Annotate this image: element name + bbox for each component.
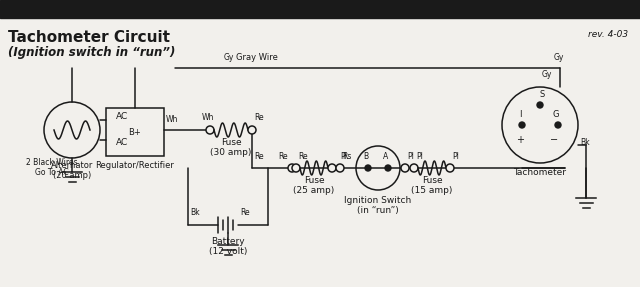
Text: Fuse
(30 amp): Fuse (30 amp) (211, 138, 252, 157)
Text: Gy: Gy (224, 53, 234, 62)
Circle shape (206, 126, 214, 134)
Text: Regulator/Rectifier: Regulator/Rectifier (95, 161, 175, 170)
Text: Gray Wire: Gray Wire (236, 53, 278, 62)
Text: 2 Black Wires
Go To AC: 2 Black Wires Go To AC (26, 158, 78, 177)
Text: B+: B+ (128, 128, 141, 137)
Bar (0, 0, 640, 18)
Text: (Ignition switch in “run”): (Ignition switch in “run”) (8, 46, 175, 59)
Circle shape (292, 164, 300, 172)
Circle shape (385, 165, 391, 171)
Text: S: S (540, 90, 545, 99)
Text: rev. 4-03: rev. 4-03 (588, 30, 628, 39)
Text: −: − (550, 135, 558, 145)
Text: Bk: Bk (190, 208, 200, 217)
Text: Re: Re (278, 152, 287, 161)
Circle shape (336, 164, 344, 172)
Text: Tachometer: Tachometer (513, 168, 566, 177)
Circle shape (288, 164, 296, 172)
Text: Gy: Gy (554, 53, 564, 62)
Text: Pl: Pl (416, 152, 423, 161)
Text: Gy: Gy (542, 70, 552, 79)
Circle shape (555, 122, 561, 128)
Text: Battery
(12 volt): Battery (12 volt) (209, 237, 247, 256)
Circle shape (365, 165, 371, 171)
Text: AC: AC (116, 112, 128, 121)
Text: Re: Re (254, 113, 264, 122)
Text: +: + (516, 135, 524, 145)
Text: Re: Re (254, 152, 264, 161)
Text: B: B (364, 152, 369, 161)
Text: Rs: Rs (342, 152, 351, 161)
Text: AC: AC (116, 138, 128, 147)
Text: Pl: Pl (452, 152, 459, 161)
Circle shape (446, 164, 454, 172)
Text: Pl: Pl (340, 152, 347, 161)
Text: Wh: Wh (166, 115, 179, 124)
Text: I: I (519, 110, 521, 119)
Circle shape (248, 126, 256, 134)
Circle shape (410, 164, 418, 172)
Circle shape (537, 102, 543, 108)
Text: Alternator
(20 amp): Alternator (20 amp) (51, 161, 93, 181)
Text: Bk: Bk (580, 138, 589, 147)
Text: Pl: Pl (407, 152, 414, 161)
Text: G: G (553, 110, 559, 119)
Text: Fuse
(15 amp): Fuse (15 amp) (412, 176, 452, 195)
Text: Fuse
(25 amp): Fuse (25 amp) (293, 176, 335, 195)
Text: Ignition Switch
(in “run”): Ignition Switch (in “run”) (344, 196, 412, 216)
Circle shape (519, 122, 525, 128)
Bar (106, 108, 164, 156)
Text: Re: Re (240, 208, 250, 217)
Text: Re: Re (298, 152, 308, 161)
Text: Tachometer Circuit: Tachometer Circuit (8, 30, 170, 45)
Text: Wh: Wh (202, 113, 214, 122)
Circle shape (328, 164, 336, 172)
Circle shape (401, 164, 409, 172)
Text: A: A (383, 152, 388, 161)
